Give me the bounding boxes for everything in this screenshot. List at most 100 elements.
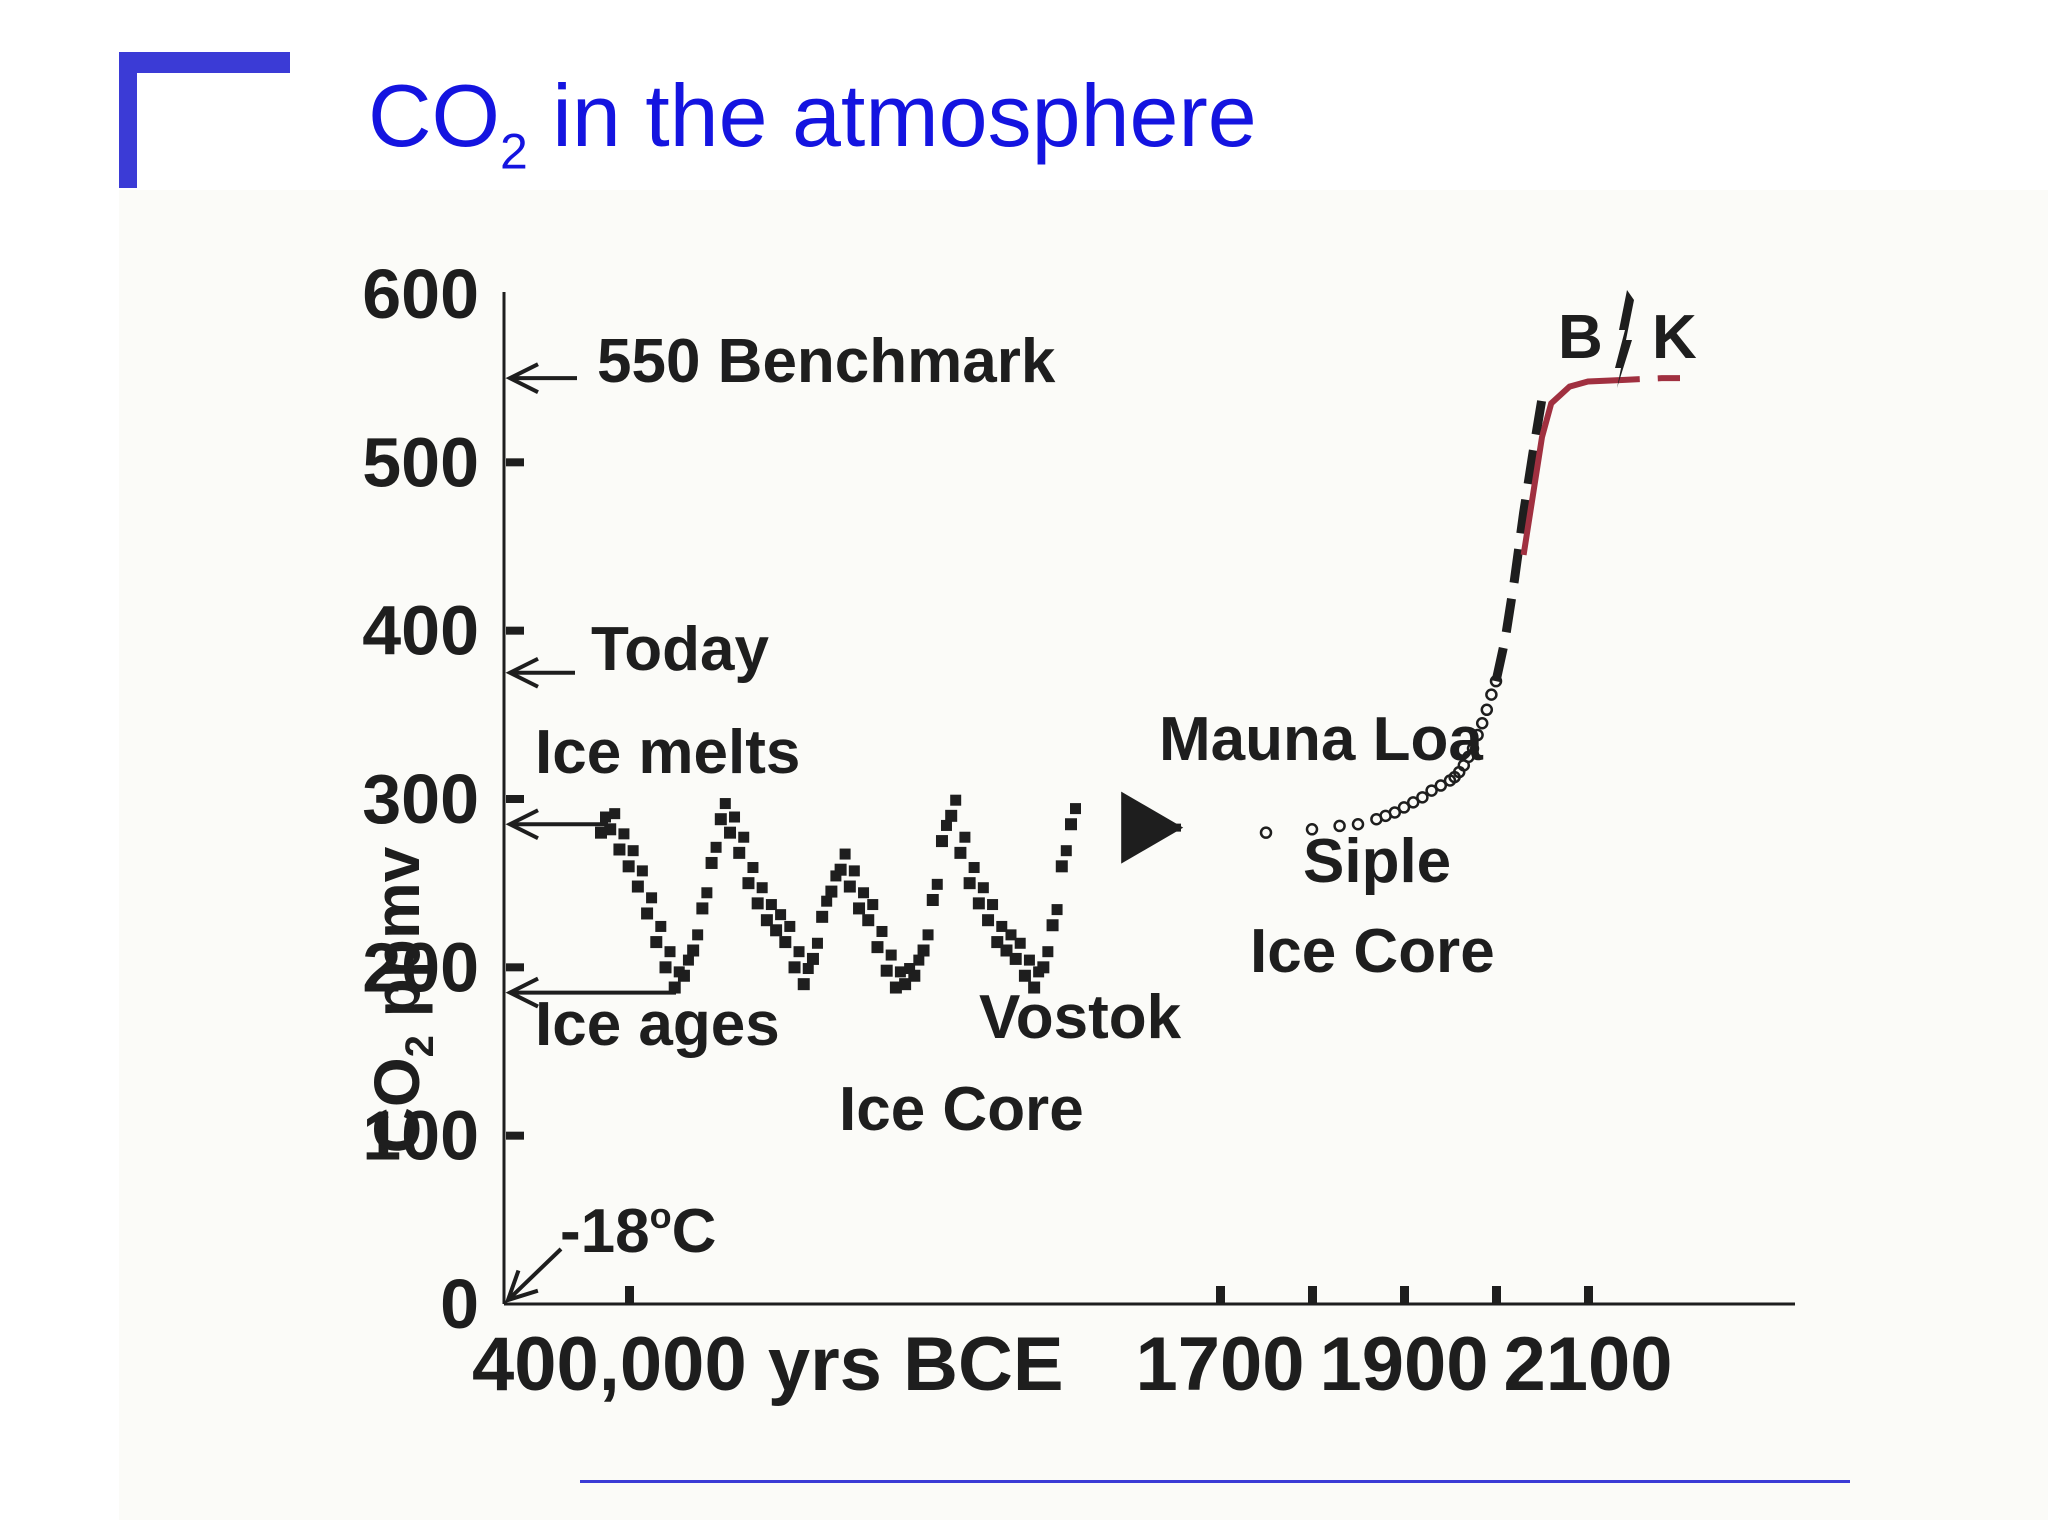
y-axis-label-rest: ppmv: [361, 846, 433, 1035]
vostok-point: [636, 865, 648, 877]
slide-title-sub: 2: [500, 123, 528, 180]
annotation-bk-left: B: [1558, 303, 1603, 372]
vostok-point: [705, 856, 718, 869]
today-arrow-head: [505, 656, 539, 689]
y-tick-label: 500: [362, 423, 479, 501]
annotation-ice-ages: Ice ages: [535, 990, 780, 1059]
mauna-loa-arrowhead: [1121, 791, 1184, 864]
annotation-arrows: [504, 362, 676, 1304]
vostok-point: [1065, 818, 1077, 831]
vostok-point: [825, 885, 838, 898]
siple-point: [1259, 826, 1273, 839]
annotation-temperature-main: -18: [560, 1197, 650, 1266]
vostok-point: [784, 920, 796, 932]
vostok-point: [811, 937, 823, 949]
vostok-point: [977, 882, 989, 894]
y-ticks: 0 100 200 300 400 500 600: [362, 255, 524, 1343]
vostok-point: [972, 897, 985, 910]
annotation-vostok-1: Vostok: [979, 983, 1182, 1052]
vostok-point: [1028, 981, 1041, 994]
series-layer: [595, 290, 1680, 994]
vostok-point: [913, 954, 925, 966]
vostok-point: [908, 969, 921, 982]
vostok-point: [876, 925, 888, 937]
annotation-benchmark: 550 Benchmark: [597, 327, 1056, 396]
vostok-point: [867, 899, 879, 911]
co2-chart: 0 100 200 300 400 500 600 400,000 yrs BCE 1700 1…: [361, 255, 1795, 1407]
vostok-point: [1000, 944, 1013, 957]
siple-point: [1485, 688, 1498, 701]
vostok-point: [935, 835, 948, 848]
vostok-point: [848, 865, 860, 877]
vostok-point: [885, 949, 897, 961]
vostok-point: [862, 914, 875, 927]
vostok-point: [677, 969, 690, 982]
vostok-point: [945, 809, 958, 822]
vostok-point: [830, 870, 842, 882]
vostok-point: [1060, 845, 1072, 857]
vostok-point: [664, 946, 676, 958]
vostok-point: [600, 811, 611, 823]
vostok-point: [1018, 969, 1031, 982]
vostok-point: [687, 944, 700, 957]
vostok-point: [922, 929, 934, 941]
vostok-point: [1046, 919, 1059, 932]
projection-black-line: [1491, 397, 1547, 683]
vostok-point: [904, 963, 916, 975]
vostok-point: [622, 860, 635, 873]
vostok-point: [816, 910, 829, 923]
siple-point: [1406, 796, 1420, 809]
footer-rule: [580, 1480, 1850, 1483]
vostok-point: [839, 848, 851, 860]
vostok-point: [788, 961, 801, 974]
temperature-arrow-head: [504, 1269, 539, 1304]
siple-point: [1475, 717, 1489, 730]
siple-point: [1351, 818, 1365, 831]
siple-point: [1480, 703, 1494, 717]
vostok-point: [954, 846, 967, 859]
x-tick-mark: [625, 1286, 634, 1304]
x-tick-mark: [1216, 1286, 1225, 1304]
vostok-point: [889, 981, 902, 994]
siple-point: [1466, 742, 1480, 755]
x-ticks: 400,000 yrs BCE 1700 1900 2100: [472, 1286, 1673, 1407]
vostok-point: [963, 877, 976, 890]
siple-point: [1471, 728, 1484, 742]
y-axis-label-main: CO: [361, 1057, 433, 1153]
vostok-point: [926, 894, 939, 906]
vostok-point: [1009, 952, 1022, 965]
vostok-point: [775, 909, 787, 921]
y-tick-label: 200: [362, 928, 479, 1006]
y-tick-label: 0: [440, 1265, 479, 1343]
siple-point: [1305, 823, 1319, 836]
vostok-point: [618, 828, 630, 840]
vostok-point: [1070, 803, 1081, 815]
vostok-point: [747, 862, 759, 874]
vostok-point: [682, 954, 694, 966]
y-axis-label: CO2 ppmv: [361, 846, 442, 1153]
vostok-point: [950, 794, 962, 806]
vostok-point: [959, 831, 971, 843]
vostok-point: [899, 978, 912, 991]
siple-point: [1397, 801, 1411, 814]
annotation-temperature-sup: o: [650, 1195, 672, 1236]
vostok-point: [692, 929, 704, 941]
vostok-point: [613, 843, 626, 856]
vostok-point: [931, 878, 943, 890]
vostok-point: [710, 841, 722, 853]
y-tick-mark: [506, 795, 524, 803]
break-mark: [1615, 290, 1634, 388]
vostok-point: [1037, 961, 1050, 974]
vostok-point: [871, 941, 884, 954]
chart-panel: 0 100 200 300 400 500 600 400,000 yrs BCE 1700 1…: [119, 190, 2048, 1520]
annotation-vostok-2: Ice Core: [839, 1075, 1084, 1144]
vostok-point: [714, 813, 727, 826]
y-tick-label: 600: [362, 255, 479, 333]
vostok-point: [991, 936, 1004, 949]
y-tick-label: 100: [362, 1097, 479, 1175]
vostok-point: [894, 966, 906, 978]
vostok-point: [1005, 929, 1017, 941]
vostok-point: [880, 964, 893, 977]
axes: [502, 292, 1795, 1306]
y-axis-label-sub: 2: [398, 1035, 442, 1057]
